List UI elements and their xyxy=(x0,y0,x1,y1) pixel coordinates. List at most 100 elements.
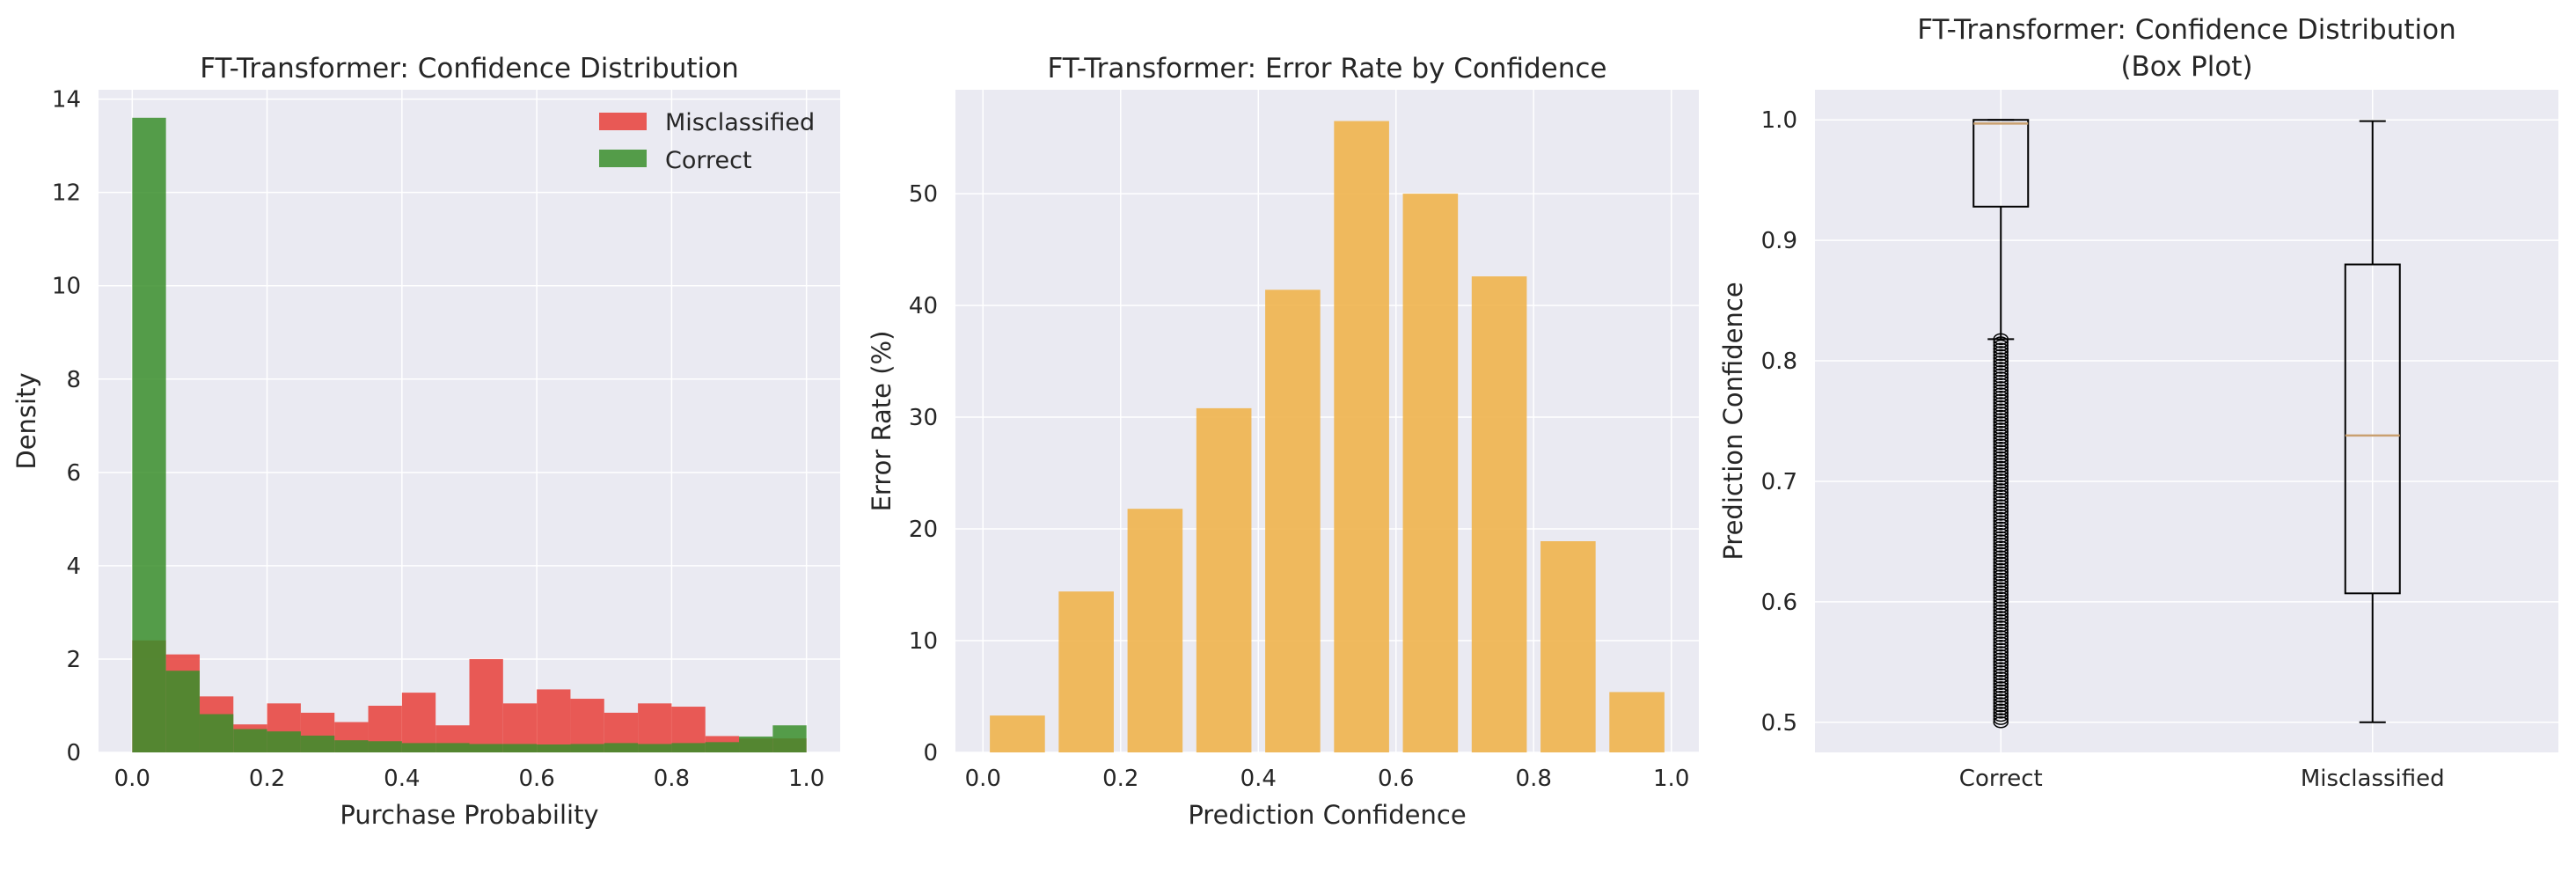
boxplot-correct-outlier xyxy=(1993,707,2009,719)
boxplot-misclassified-box xyxy=(2344,263,2401,595)
boxplot-correct-outlier xyxy=(1993,588,2009,601)
y-tick-label: 1.0 xyxy=(1761,107,1797,134)
boxplot-correct-outlier xyxy=(1993,664,2009,678)
boxplot-correct-outlier xyxy=(1993,364,2009,378)
x-tick-label: 1.0 xyxy=(1653,766,1689,792)
histogram-bar-misclassified xyxy=(401,693,436,752)
boxplot-correct-outlier xyxy=(1993,381,2009,393)
boxplot-correct-outlier xyxy=(1993,649,2009,662)
boxplot-correct-outlier xyxy=(1993,582,2009,595)
histogram-bar-correct xyxy=(435,743,470,752)
histogram-bar-correct xyxy=(604,743,639,752)
y-tick-label: 20 xyxy=(909,517,938,543)
boxplot-correct-outlier xyxy=(1993,458,2009,470)
y-tick-label: 0 xyxy=(66,740,81,766)
boxplot-correct-outlier xyxy=(1993,646,2009,658)
histogram-bar-correct xyxy=(772,725,807,752)
bar-bars xyxy=(990,121,1665,753)
boxplot-correct-outlier xyxy=(1993,515,2009,527)
y-tick-label: 0.7 xyxy=(1761,469,1797,495)
boxplot-correct-outlier xyxy=(1993,476,2009,489)
y-tick-label: 12 xyxy=(52,180,81,207)
boxplot-correct-outlier xyxy=(1993,639,2009,652)
boxplot-correct-outlier xyxy=(1993,362,2009,374)
boxplot-correct-outlier xyxy=(1993,553,2009,566)
histogram-bars xyxy=(132,117,807,752)
bar-panel: 0.0 0.2 0.4 0.6 0.8 1.0 0 10 20 30 40 50 FT-Transfo… xyxy=(867,53,1699,830)
x-tick-label: 0.2 xyxy=(1102,766,1138,792)
boxplot-correct-outlier xyxy=(1993,674,2009,687)
boxplot-correct-outlier xyxy=(1993,407,2009,419)
error-rate-bar xyxy=(1540,541,1596,752)
boxplot-correct-outlier xyxy=(1993,473,2009,486)
boxplot-correct-outlier xyxy=(1993,693,2009,707)
boxplot-correct-outlier xyxy=(1993,703,2009,716)
y-tick-label: 4 xyxy=(66,554,81,580)
boxplot-correct-outlier xyxy=(1993,429,2009,441)
boxplot-correct-outlier xyxy=(1993,464,2009,476)
error-rate-bar xyxy=(1609,692,1665,752)
boxplot-correct-outlier xyxy=(1993,460,2009,473)
histogram-bar-misclassified xyxy=(570,699,604,752)
histogram-bar-correct xyxy=(502,744,538,752)
histogram-bar-correct xyxy=(233,729,267,752)
boxplot-panel: Correct Misclassified 0.5 0.6 0.7 0.8 0.9 1.0 F… xyxy=(1718,14,2558,792)
y-tick-label: 50 xyxy=(909,181,938,208)
boxplot-correct-outlier xyxy=(1993,531,2009,544)
error-rate-bar xyxy=(1402,194,1459,752)
histogram-x-axis-label: Purchase Probability xyxy=(340,800,598,830)
y-tick-label: 0.5 xyxy=(1761,710,1797,737)
histogram-plot-area xyxy=(99,90,840,752)
boxplot-correct-outlier xyxy=(1993,636,2009,649)
boxplot-correct-outlier xyxy=(1993,630,2009,642)
boxplot-correct-outlier xyxy=(1993,566,2009,579)
boxplot-correct-outlier xyxy=(1993,716,2009,729)
y-tick-label: 0.9 xyxy=(1761,228,1797,254)
x-tick-label: 0.8 xyxy=(654,766,690,792)
boxplot-subtitle: (Box Plot) xyxy=(2120,51,2252,83)
boxplot-correct-outlier xyxy=(1993,627,2009,639)
boxplot-correct-outlier xyxy=(1993,499,2009,511)
boxplot-correct-outlier xyxy=(1993,697,2009,709)
boxplot-correct-outlier xyxy=(1993,483,2009,495)
legend-swatch-misclassified xyxy=(599,113,647,130)
histogram-bar-correct xyxy=(267,731,301,752)
histogram-bar-correct xyxy=(671,743,706,752)
error-rate-bar xyxy=(1265,290,1321,753)
error-rate-bar xyxy=(990,715,1045,752)
boxplot-correct-outlier xyxy=(1993,495,2009,509)
boxplot-correct-outlier xyxy=(1993,390,2009,403)
bar-y-axis-label: Error Rate (%) xyxy=(867,331,896,512)
y-tick-label: 10 xyxy=(909,628,938,655)
boxplot-correct-outlier xyxy=(1993,339,2009,352)
boxplot-correct-outlier xyxy=(1993,470,2009,483)
boxplot-correct-outlier xyxy=(1993,397,2009,409)
boxplot-correct-outlier xyxy=(1993,432,2009,444)
x-tick-label: 0.0 xyxy=(114,766,150,792)
boxplot-correct-outlier xyxy=(1993,413,2009,425)
boxplot-correct-outlier xyxy=(1993,448,2009,460)
boxplot-correct-outlier xyxy=(1993,601,2009,613)
y-tick-label: 0.6 xyxy=(1761,590,1797,616)
boxplot-correct-outlier xyxy=(1993,713,2009,725)
boxplot-correct-outlier xyxy=(1993,403,2009,415)
histogram-grid xyxy=(99,90,840,753)
bar-title: FT-Transformer: Error Rate by Confidence xyxy=(1047,53,1606,84)
y-tick-label: 2 xyxy=(66,647,81,673)
error-rate-bar xyxy=(1196,407,1252,752)
boxplot-correct-outlier xyxy=(1993,656,2009,668)
boxplot-correct-box xyxy=(1972,119,2030,208)
histogram-bar-correct xyxy=(368,741,402,752)
boxplot-correct-outlier xyxy=(1993,444,2009,458)
x-tick-label: 0.4 xyxy=(384,766,420,792)
boxplot-correct-outlier xyxy=(1993,409,2009,422)
boxplot-correct-outlier xyxy=(1993,642,2009,656)
boxplot-correct-outlier xyxy=(1993,374,2009,387)
histogram-bar-correct xyxy=(469,744,503,752)
boxplot-correct-outlier xyxy=(1993,556,2009,569)
error-rate-bar xyxy=(1127,509,1183,752)
boxplot-correct-outlier xyxy=(1993,681,2009,693)
boxplot-correct-outlier xyxy=(1993,534,2009,546)
histogram-bar-correct xyxy=(739,736,773,752)
boxplot-correct-outlier xyxy=(1993,352,2009,364)
